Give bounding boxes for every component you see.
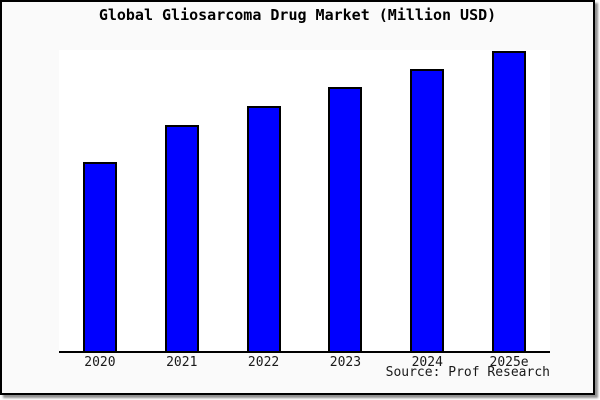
x-tick-label-2025e: 2025e <box>489 355 529 370</box>
bar-2025e <box>492 51 527 351</box>
bar-2021 <box>164 125 199 351</box>
x-tick-label-2024: 2024 <box>411 355 443 370</box>
bar-2022 <box>246 106 281 351</box>
x-tick-label-2022: 2022 <box>247 355 280 370</box>
source-note: Source: Prof Research <box>385 365 550 380</box>
chart-title: Global Gliosarcoma Drug Market (Million … <box>98 6 497 24</box>
x-tick-label-2023: 2023 <box>329 355 362 370</box>
bar-2023 <box>328 87 363 351</box>
bar-2020 <box>82 162 117 351</box>
x-tick-label-2020: 2020 <box>84 355 116 370</box>
bar-2024 <box>410 69 445 351</box>
x-tick-label-2021: 2021 <box>166 355 198 370</box>
plot-area <box>59 50 550 353</box>
